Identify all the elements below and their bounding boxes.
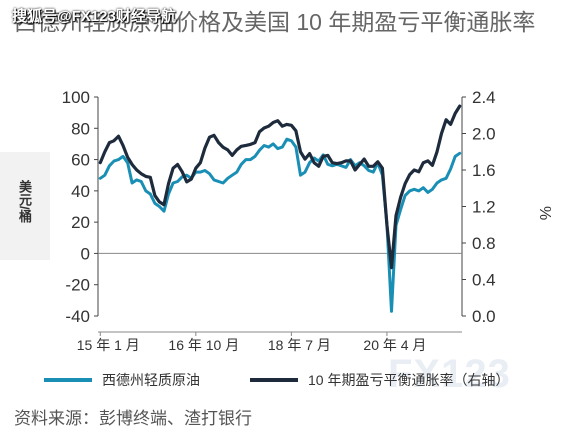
legend-label-wti: 西德州轻质原油 <box>102 372 200 388</box>
watermark-logo: FX123 <box>388 352 511 396</box>
left-tick-label: 100 <box>62 88 90 107</box>
right-axis-ticks: 2.4 2.0 1.6 1.2 0.8 0.4 0.0 <box>462 88 496 326</box>
chart-canvas: 100 80 60 40 20 0 -20 -40 2.4 2.0 1.6 1.2 0.8 0.4 0.0… <box>62 88 553 353</box>
left-tick-label: 80 <box>71 119 90 138</box>
left-tick-label: -40 <box>65 307 90 326</box>
chart-series <box>98 104 462 313</box>
legend-swatch-wti <box>44 378 92 382</box>
source-note: 资料来源：彭博终端、渣打银行 <box>14 409 252 428</box>
x-tick-label: 20 年 4 月 <box>363 337 426 353</box>
left-axis-label-box: 美元/桶 <box>0 152 50 260</box>
series-line-wti <box>98 137 462 313</box>
right-tick-label: 0.4 <box>472 271 496 290</box>
right-tick-label: 0.8 <box>472 234 496 253</box>
left-axis-ticks: 100 80 60 40 20 0 -20 -40 <box>62 88 98 326</box>
x-tick-label: 16 年 10 月 <box>168 337 239 353</box>
x-tick-label: 18 年 7 月 <box>268 337 331 353</box>
x-tick-label: 15 年 1 月 <box>77 337 140 353</box>
chart-legend: 西德州轻质原油 10 年期盈亏平衡通胀率（右轴） <box>0 366 561 394</box>
right-tick-label: 2.0 <box>472 125 496 144</box>
legend-label-breakeven: 10 年期盈亏平衡通胀率（右轴） <box>308 372 510 388</box>
watermark-text: 搜狐号@FX123财经导航 <box>12 8 176 25</box>
x-axis-ticks: 15 年 1 月 16 年 10 月 18 年 7 月 20 年 4 月 <box>77 332 426 353</box>
left-tick-label: -20 <box>65 276 90 295</box>
left-axis-label: 美元/桶 <box>17 180 32 223</box>
left-tick-label: 60 <box>71 151 90 170</box>
right-axis-label: % <box>536 206 553 220</box>
right-tick-label: 1.2 <box>472 198 496 217</box>
left-tick-label: 20 <box>71 213 90 232</box>
right-tick-label: 1.6 <box>472 161 496 180</box>
right-tick-label: 2.4 <box>472 88 496 107</box>
series-line-breakeven <box>98 104 462 270</box>
left-tick-label: 0 <box>81 244 90 263</box>
chart-title: 西德州轻质原油价格及美国 10 年期盈亏平衡通胀率 <box>14 9 536 35</box>
left-tick-label: 40 <box>71 182 90 201</box>
legend-swatch-breakeven <box>250 378 298 382</box>
right-tick-label: 0.0 <box>472 307 496 326</box>
chart-axes <box>97 97 463 333</box>
